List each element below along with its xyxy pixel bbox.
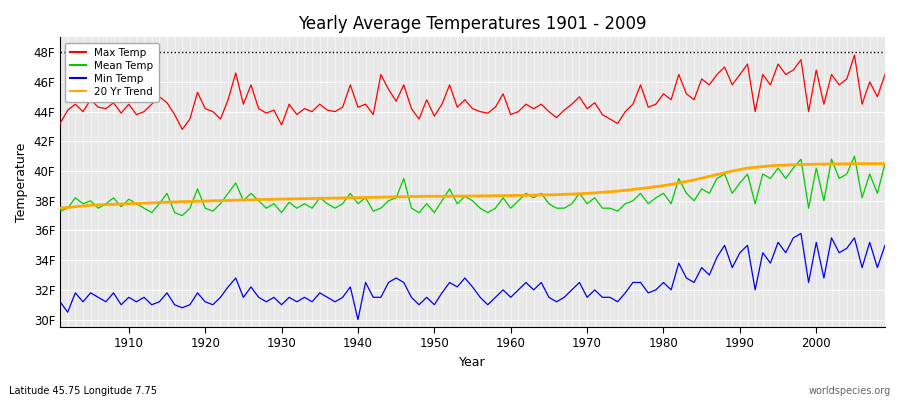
Text: Latitude 45.75 Longitude 7.75: Latitude 45.75 Longitude 7.75 <box>9 386 157 396</box>
Y-axis label: Temperature: Temperature <box>15 142 28 222</box>
Legend: Max Temp, Mean Temp, Min Temp, 20 Yr Trend: Max Temp, Mean Temp, Min Temp, 20 Yr Tre… <box>66 42 158 102</box>
Title: Yearly Average Temperatures 1901 - 2009: Yearly Average Temperatures 1901 - 2009 <box>298 15 647 33</box>
X-axis label: Year: Year <box>459 356 486 369</box>
Text: worldspecies.org: worldspecies.org <box>809 386 891 396</box>
